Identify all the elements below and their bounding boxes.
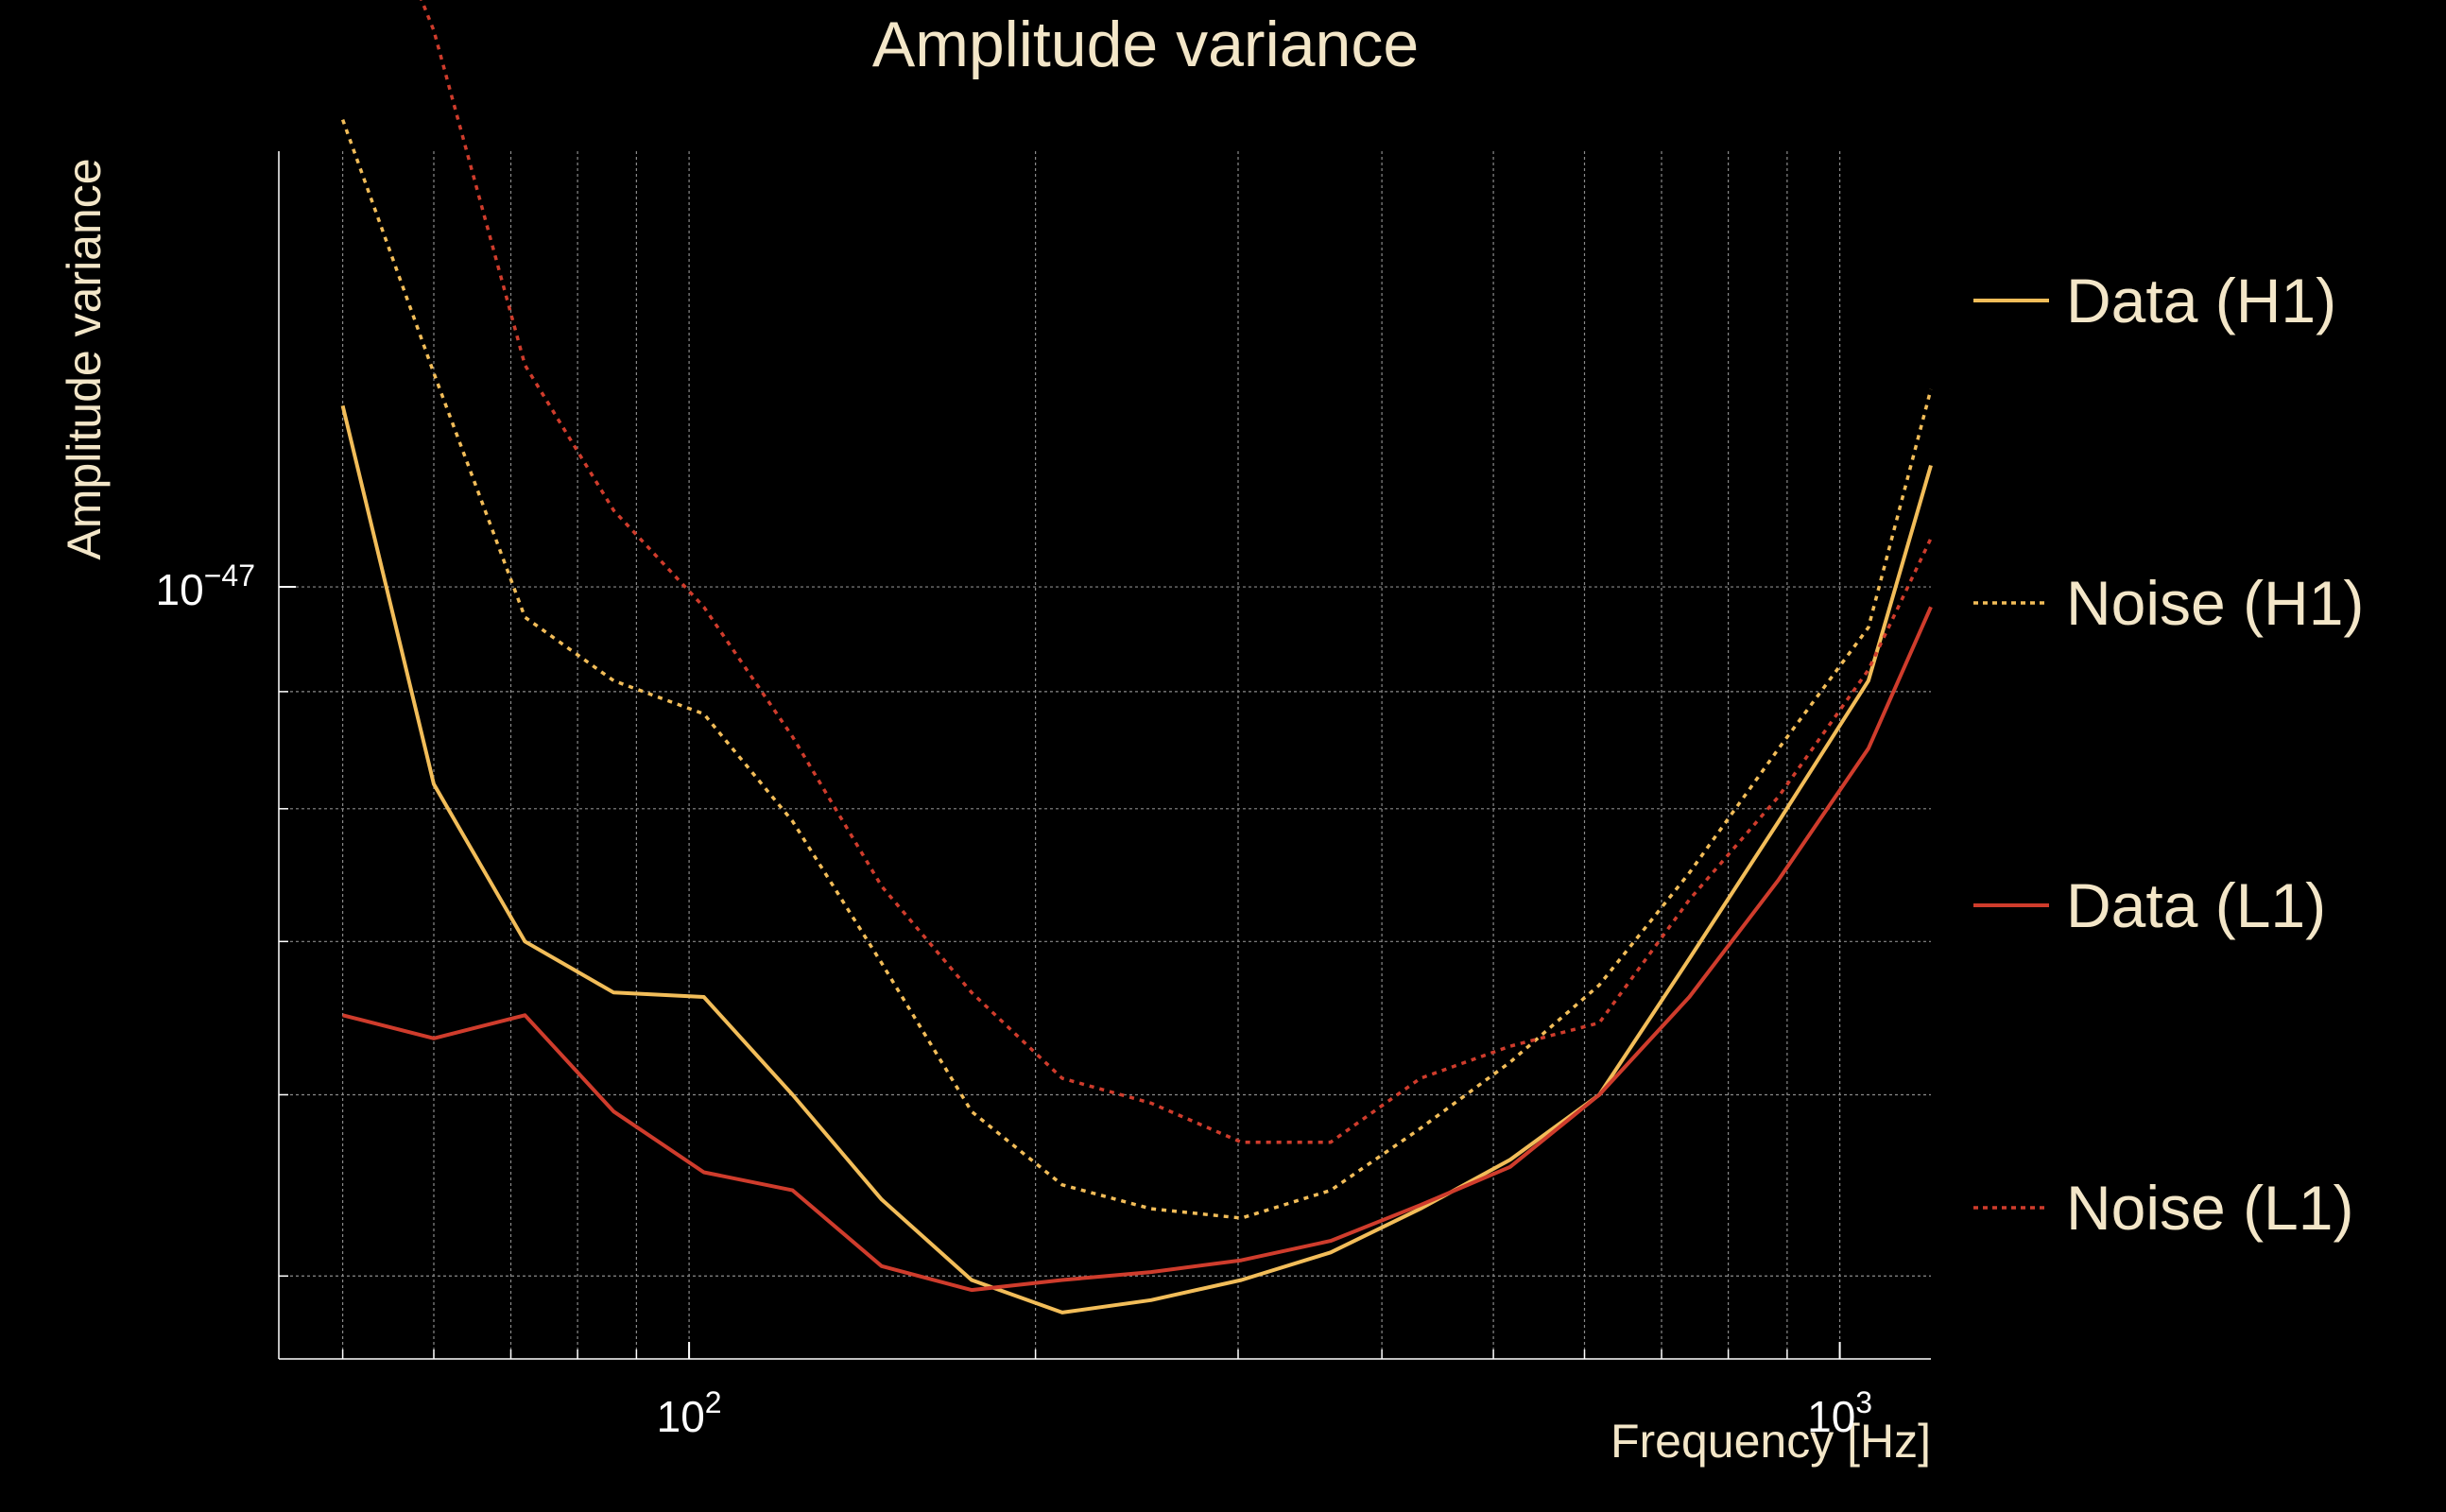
y-axis-label: Amplitude variance [58, 158, 111, 559]
axis-ticks: 102 103 10−47 [156, 151, 1931, 1441]
series-lines [340, 0, 1933, 1314]
series-line-noise-l1 [420, 0, 1933, 1144]
series-line-noise-h1 [340, 119, 1933, 1220]
legend-label: Data (H1) [2066, 266, 2336, 335]
chart-title: Amplitude variance [872, 9, 1419, 80]
x-tick-label: 102 [657, 1385, 722, 1441]
grid-lines [279, 151, 1931, 1359]
legend-label: Data (L1) [2066, 870, 2326, 940]
legend-label: Noise (H1) [2066, 568, 2364, 638]
series-line-data-l1 [342, 606, 1933, 1293]
x-axis-label: Frequency [Hz] [1611, 1415, 1931, 1468]
y-tick-label: 10−47 [156, 558, 255, 614]
x-tick-label: 103 [1807, 1385, 1872, 1441]
legend: Data (H1) Noise (H1) Data (L1) Noise (L1) [1973, 266, 2364, 1243]
legend-label: Noise (L1) [2066, 1173, 2353, 1243]
series-line-data-h1 [340, 404, 1933, 1314]
